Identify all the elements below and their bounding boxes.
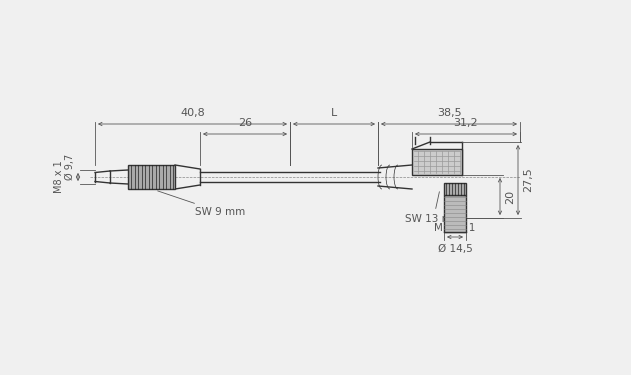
- Text: SW 13 mm: SW 13 mm: [405, 192, 462, 224]
- Text: Ø 14,5: Ø 14,5: [438, 244, 473, 254]
- Text: 40,8: 40,8: [180, 108, 205, 118]
- Text: 27,5: 27,5: [523, 168, 533, 192]
- Text: M12 x 1: M12 x 1: [434, 223, 476, 233]
- Text: SW 9 mm: SW 9 mm: [158, 191, 245, 217]
- Bar: [444, 195, 466, 232]
- Text: L: L: [331, 108, 337, 118]
- Text: 31,2: 31,2: [454, 118, 478, 128]
- Text: 20: 20: [505, 189, 515, 204]
- Text: 38,5: 38,5: [437, 108, 461, 118]
- Bar: [444, 183, 466, 195]
- Bar: [128, 165, 175, 189]
- Text: 26: 26: [238, 118, 252, 128]
- Bar: [412, 149, 462, 175]
- Text: M8 x 1: M8 x 1: [54, 160, 64, 194]
- Text: Ø 9,7: Ø 9,7: [65, 154, 75, 180]
